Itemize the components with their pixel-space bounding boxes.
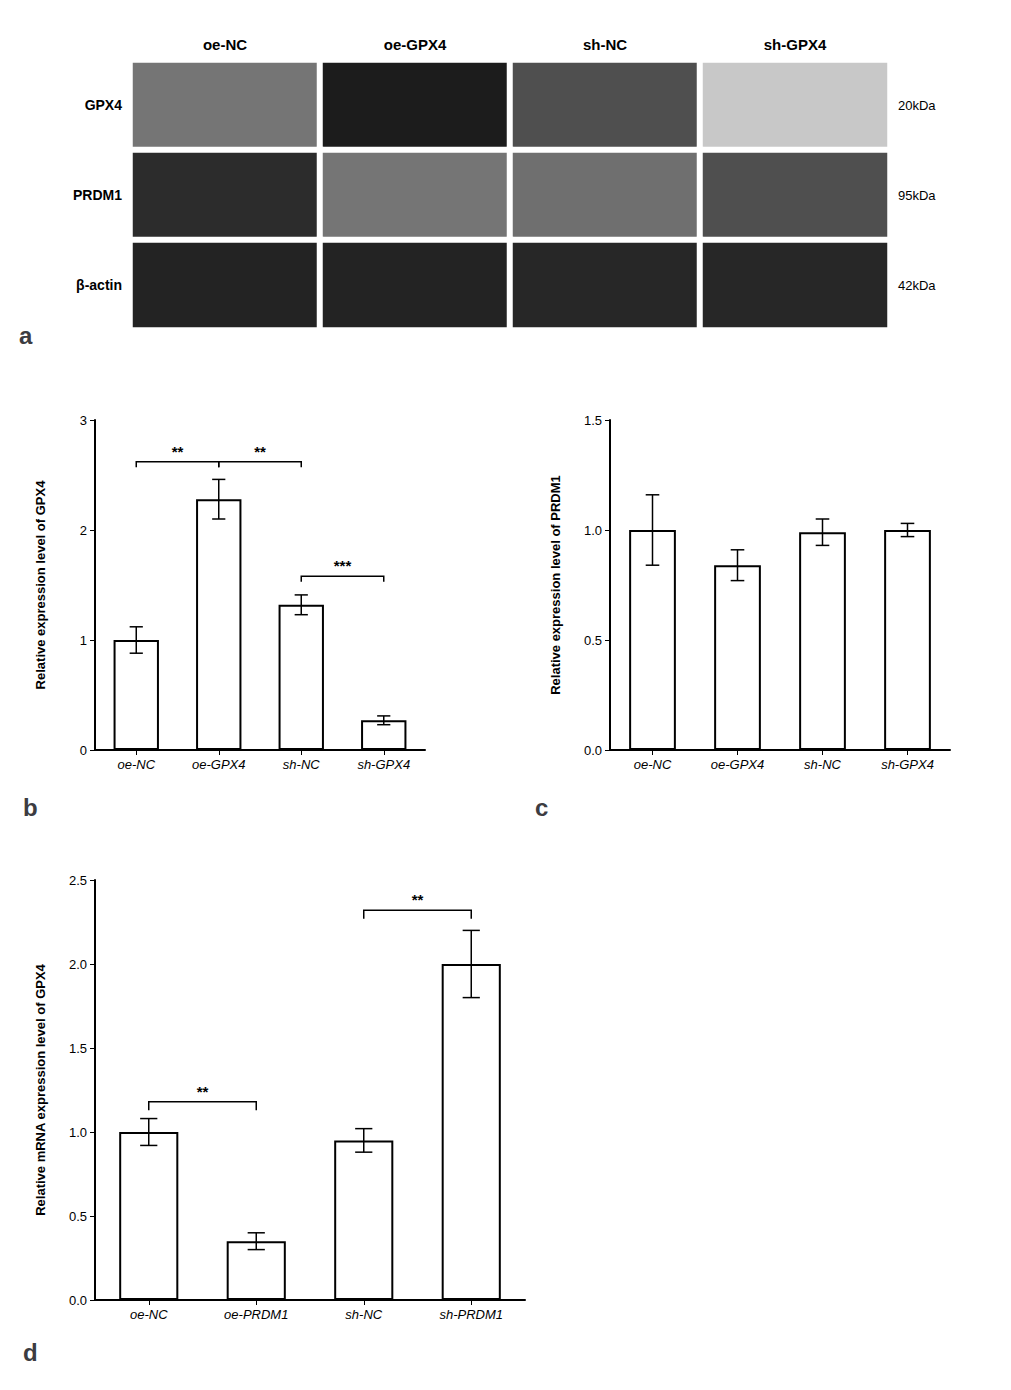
svg-text:0.5: 0.5: [69, 1209, 87, 1224]
svg-text:**: **: [254, 443, 266, 460]
svg-text:1.0: 1.0: [584, 523, 602, 538]
svg-text:**: **: [172, 443, 184, 460]
svg-text:1.5: 1.5: [584, 413, 602, 428]
svg-text:oe-GPX4: oe-GPX4: [192, 757, 245, 772]
svg-text:2.5: 2.5: [69, 873, 87, 888]
svg-text:2.0: 2.0: [69, 957, 87, 972]
svg-text:sh-NC: sh-NC: [804, 757, 841, 772]
svg-text:sh-GPX4: sh-GPX4: [764, 36, 827, 53]
svg-text:sh-PRDM1: sh-PRDM1: [439, 1307, 503, 1322]
svg-text:3: 3: [80, 413, 87, 428]
svg-text:Relative mRNA expression level: Relative mRNA expression level of GPX4: [33, 963, 48, 1215]
svg-text:42kDa: 42kDa: [898, 278, 936, 293]
svg-text:oe-GPX4: oe-GPX4: [711, 757, 764, 772]
svg-text:a: a: [19, 322, 33, 349]
svg-text:sh-GPX4: sh-GPX4: [357, 757, 410, 772]
svg-text:95kDa: 95kDa: [898, 188, 936, 203]
svg-text:oe-NC: oe-NC: [203, 36, 247, 53]
svg-text:oe-NC: oe-NC: [634, 757, 672, 772]
svg-text:PRDM1: PRDM1: [73, 187, 122, 203]
svg-text:1.5: 1.5: [69, 1041, 87, 1056]
svg-text:***: ***: [334, 557, 352, 574]
svg-text:c: c: [535, 794, 548, 821]
svg-text:sh-NC: sh-NC: [283, 757, 320, 772]
svg-text:GPX4: GPX4: [85, 97, 123, 113]
svg-text:Relative expression level of G: Relative expression level of GPX4: [33, 480, 48, 690]
svg-text:2: 2: [80, 523, 87, 538]
svg-text:sh-GPX4: sh-GPX4: [881, 757, 934, 772]
svg-text:oe-NC: oe-NC: [130, 1307, 168, 1322]
svg-text:**: **: [412, 891, 424, 908]
svg-text:0.0: 0.0: [584, 743, 602, 758]
svg-text:0.5: 0.5: [584, 633, 602, 648]
svg-text:1.0: 1.0: [69, 1125, 87, 1140]
svg-text:0: 0: [80, 743, 87, 758]
svg-text:0.0: 0.0: [69, 1293, 87, 1308]
svg-text:β-actin: β-actin: [76, 277, 122, 293]
svg-text:oe-NC: oe-NC: [117, 757, 155, 772]
svg-text:**: **: [197, 1083, 209, 1100]
svg-text:oe-GPX4: oe-GPX4: [384, 36, 447, 53]
svg-text:sh-NC: sh-NC: [583, 36, 627, 53]
svg-text:Relative expression level of P: Relative expression level of PRDM1: [548, 475, 563, 695]
svg-text:oe-PRDM1: oe-PRDM1: [224, 1307, 288, 1322]
svg-text:20kDa: 20kDa: [898, 98, 936, 113]
svg-text:1: 1: [80, 633, 87, 648]
svg-text:sh-NC: sh-NC: [345, 1307, 382, 1322]
svg-text:b: b: [23, 794, 38, 821]
svg-text:d: d: [23, 1339, 38, 1366]
